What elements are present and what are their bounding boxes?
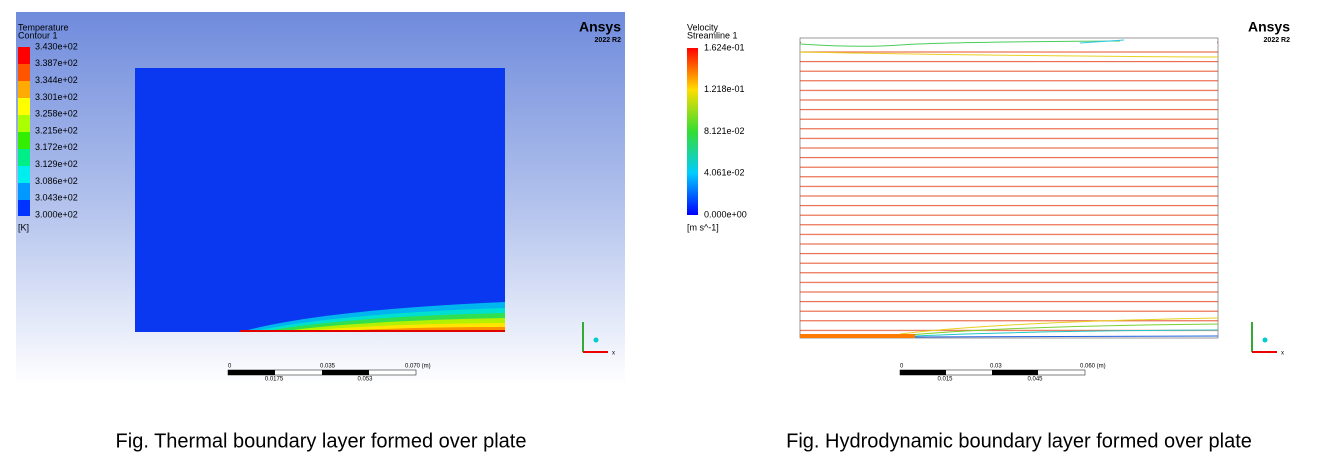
legend-label: 3.215e+02 xyxy=(35,125,78,135)
scale-label: 0.0175 xyxy=(265,377,284,383)
legend-title: Temperature xyxy=(18,22,69,32)
colorbar xyxy=(18,47,30,216)
axis-label: x xyxy=(1281,351,1284,357)
domain xyxy=(135,68,505,332)
scale-label: 0.060 (m) xyxy=(1080,364,1106,370)
legend-label: 3.258e+02 xyxy=(35,109,78,119)
scale-label: 0.053 xyxy=(357,377,373,383)
legend-label: 3.129e+02 xyxy=(35,159,78,169)
caption: Fig. Thermal boundary layer formed over … xyxy=(116,430,527,452)
axis-triad xyxy=(1251,322,1277,353)
axis-label: x xyxy=(612,351,615,357)
logo: Ansys xyxy=(1248,19,1290,35)
streamline xyxy=(799,51,1219,58)
scale-label: 0 xyxy=(900,364,904,370)
legend-title: Contour 1 xyxy=(18,30,58,40)
plate xyxy=(800,334,915,338)
logo: Ansys xyxy=(579,19,621,35)
scale-label: 0 xyxy=(228,364,232,370)
scale-label: 0.070 (m) xyxy=(405,364,431,370)
streamline xyxy=(799,40,1121,47)
legend-label: 3.086e+02 xyxy=(35,176,78,186)
version: 2022 R2 xyxy=(595,37,622,44)
legend-title: Streamline 1 xyxy=(687,30,738,40)
unit: [K] xyxy=(18,222,29,232)
streamline xyxy=(914,329,1219,337)
scale-label: 0.035 xyxy=(320,364,336,370)
colorbar xyxy=(687,48,698,215)
legend-label: 3.172e+02 xyxy=(35,142,78,152)
legend-label: 8.121e-02 xyxy=(704,126,745,136)
unit: [m s^-1] xyxy=(687,222,719,232)
scale-bar xyxy=(899,369,1086,376)
streamline xyxy=(1079,39,1125,44)
legend-label: 4.061e-02 xyxy=(704,168,745,178)
scale-label: 0.03 xyxy=(990,364,1002,370)
legend-label: 1.624e-01 xyxy=(704,42,745,52)
scale-label: 0.015 xyxy=(937,377,953,383)
streamline xyxy=(899,317,1219,335)
scale-bar xyxy=(227,369,417,376)
caption: Fig. Hydrodynamic boundary layer formed … xyxy=(786,430,1252,452)
version: 2022 R2 xyxy=(1264,37,1291,44)
plate xyxy=(240,330,505,332)
axis-triad xyxy=(582,322,608,353)
legend-label: 1.218e-01 xyxy=(704,84,745,94)
domain xyxy=(799,37,1219,339)
legend-label: 3.344e+02 xyxy=(35,75,78,85)
legend-label: 0.000e+00 xyxy=(704,209,747,219)
streamline xyxy=(914,335,1219,338)
legend-label: 3.430e+02 xyxy=(35,41,78,51)
scale-label: 0.045 xyxy=(1027,377,1043,383)
legend-label: 3.000e+02 xyxy=(35,209,78,219)
legend-label: 3.043e+02 xyxy=(35,193,78,203)
legend-label: 3.387e+02 xyxy=(35,58,78,68)
legend-title: Velocity xyxy=(687,22,719,32)
streamline xyxy=(909,323,1219,336)
legend-label: 3.301e+02 xyxy=(35,92,78,102)
